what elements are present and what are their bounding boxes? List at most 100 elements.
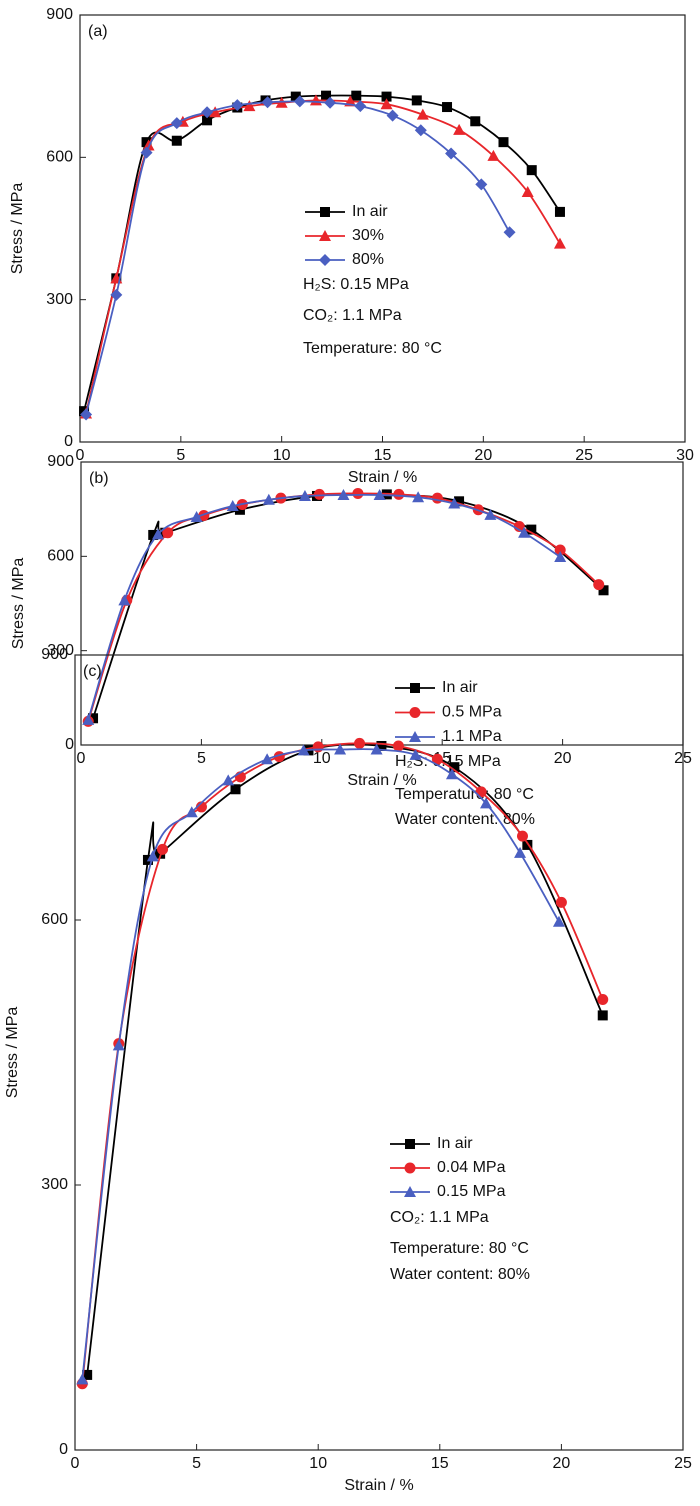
x-tick-label: 15 xyxy=(374,447,392,464)
legend-label: 0.5 MPa xyxy=(442,704,502,721)
marker xyxy=(230,784,241,795)
marker xyxy=(597,994,609,1005)
marker xyxy=(370,743,383,755)
marker xyxy=(554,544,566,556)
marker xyxy=(393,488,405,500)
marker xyxy=(445,768,458,780)
marker xyxy=(141,137,152,148)
marker xyxy=(262,493,275,505)
marker xyxy=(416,108,429,120)
annotation: Temperature: 80 °C xyxy=(303,340,442,357)
y-axis-title: Stress / MPa xyxy=(10,558,27,650)
marker xyxy=(380,98,393,110)
marker xyxy=(82,713,95,725)
annotation: Water content: 80% xyxy=(395,811,535,828)
marker xyxy=(351,90,362,101)
marker xyxy=(526,165,537,176)
marker xyxy=(162,527,174,539)
marker xyxy=(487,149,500,161)
marker xyxy=(405,1139,415,1149)
marker xyxy=(404,1186,416,1197)
marker xyxy=(226,500,239,512)
marker xyxy=(411,95,422,106)
x-tick-label: 20 xyxy=(554,750,572,767)
panel-label: (c) xyxy=(83,663,102,680)
marker xyxy=(261,753,274,765)
marker xyxy=(410,683,420,693)
marker xyxy=(498,137,509,148)
legend-label: In air xyxy=(442,679,478,696)
marker xyxy=(392,740,404,752)
marker xyxy=(231,99,244,112)
x-axis-title: Strain / % xyxy=(348,469,417,486)
y-tick-label: 900 xyxy=(47,453,74,470)
marker xyxy=(354,100,367,113)
marker xyxy=(593,579,605,591)
x-tick-label: 5 xyxy=(192,1455,201,1472)
marker xyxy=(453,123,466,135)
x-tick-label: 25 xyxy=(575,447,593,464)
marker xyxy=(157,843,169,855)
marker xyxy=(480,797,493,809)
marker xyxy=(445,147,458,160)
x-tick-label: 5 xyxy=(176,447,185,464)
legend-label: 0.04 MPa xyxy=(437,1159,506,1176)
marker xyxy=(554,206,565,217)
plot-frame xyxy=(74,654,684,1451)
marker xyxy=(112,1039,125,1051)
marker xyxy=(298,489,311,501)
marker xyxy=(82,1369,93,1380)
y-tick-label: 900 xyxy=(41,646,68,663)
marker xyxy=(503,226,516,239)
y-tick-label: 600 xyxy=(47,548,74,565)
marker xyxy=(454,496,465,507)
y-axis-title: Stress / MPa xyxy=(4,1007,21,1099)
marker xyxy=(526,524,537,535)
marker xyxy=(261,96,274,109)
marker xyxy=(381,91,392,102)
plot-frame xyxy=(80,461,684,746)
annotation: Temperature: 80 °C xyxy=(390,1240,529,1257)
marker xyxy=(484,508,497,520)
marker xyxy=(597,1010,608,1021)
x-tick-label: 10 xyxy=(313,750,331,767)
y-tick-label: 600 xyxy=(46,149,73,166)
marker xyxy=(514,846,527,858)
marker xyxy=(290,91,301,102)
marker xyxy=(152,528,165,540)
marker xyxy=(88,713,99,724)
series-line xyxy=(83,94,561,412)
x-tick-label: 20 xyxy=(553,1455,571,1472)
annotation: CO₂: 1.1 MPa xyxy=(390,1209,489,1226)
marker xyxy=(297,744,310,756)
x-tick-label: 25 xyxy=(674,1455,692,1472)
marker xyxy=(334,743,347,755)
marker xyxy=(554,550,567,562)
annotation: Temperature: 80 °C xyxy=(395,786,534,803)
marker xyxy=(553,237,566,249)
marker xyxy=(518,526,531,538)
marker xyxy=(386,109,399,122)
marker xyxy=(170,117,183,130)
marker xyxy=(140,146,153,159)
marker xyxy=(449,762,460,773)
marker xyxy=(110,288,123,301)
marker xyxy=(202,115,213,126)
legend-label: 80% xyxy=(352,251,384,268)
y-tick-label: 900 xyxy=(46,6,73,23)
marker xyxy=(222,774,235,786)
marker xyxy=(80,408,93,421)
marker xyxy=(431,492,443,504)
marker xyxy=(598,585,609,596)
marker xyxy=(146,850,159,862)
legend-label: In air xyxy=(437,1135,473,1152)
marker xyxy=(185,806,198,818)
x-axis-title: Strain / % xyxy=(344,1477,413,1494)
x-tick-label: 5 xyxy=(197,750,206,767)
marker xyxy=(409,707,421,718)
marker xyxy=(324,96,337,109)
x-axis-title: Strain / % xyxy=(347,772,416,789)
y-tick-label: 300 xyxy=(41,1176,68,1193)
marker xyxy=(190,511,203,523)
